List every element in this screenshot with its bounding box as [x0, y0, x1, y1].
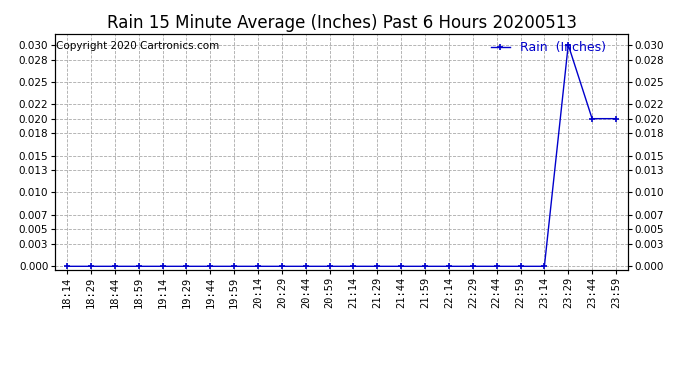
Rain  (Inches)	[63, 264, 71, 268]
Rain  (Inches)	[110, 264, 119, 268]
Rain  (Inches)	[493, 264, 501, 268]
Rain  (Inches)	[302, 264, 310, 268]
Rain  (Inches)	[87, 264, 95, 268]
Rain  (Inches)	[469, 264, 477, 268]
Rain  (Inches)	[421, 264, 429, 268]
Rain  (Inches)	[516, 264, 524, 268]
Rain  (Inches)	[564, 43, 573, 47]
Rain  (Inches)	[540, 264, 549, 268]
Rain  (Inches)	[612, 116, 620, 121]
Title: Rain 15 Minute Average (Inches) Past 6 Hours 20200513: Rain 15 Minute Average (Inches) Past 6 H…	[106, 14, 577, 32]
Rain  (Inches)	[373, 264, 382, 268]
Rain  (Inches)	[206, 264, 215, 268]
Rain  (Inches)	[445, 264, 453, 268]
Rain  (Inches)	[254, 264, 262, 268]
Rain  (Inches)	[182, 264, 190, 268]
Rain  (Inches)	[230, 264, 238, 268]
Rain  (Inches)	[278, 264, 286, 268]
Line: Rain  (Inches): Rain (Inches)	[63, 41, 620, 270]
Rain  (Inches)	[159, 264, 167, 268]
Text: Copyright 2020 Cartronics.com: Copyright 2020 Cartronics.com	[57, 41, 219, 51]
Rain  (Inches)	[588, 116, 596, 121]
Rain  (Inches)	[135, 264, 143, 268]
Rain  (Inches)	[397, 264, 405, 268]
Rain  (Inches)	[326, 264, 334, 268]
Rain  (Inches)	[349, 264, 357, 268]
Legend: Rain  (Inches): Rain (Inches)	[486, 36, 611, 59]
